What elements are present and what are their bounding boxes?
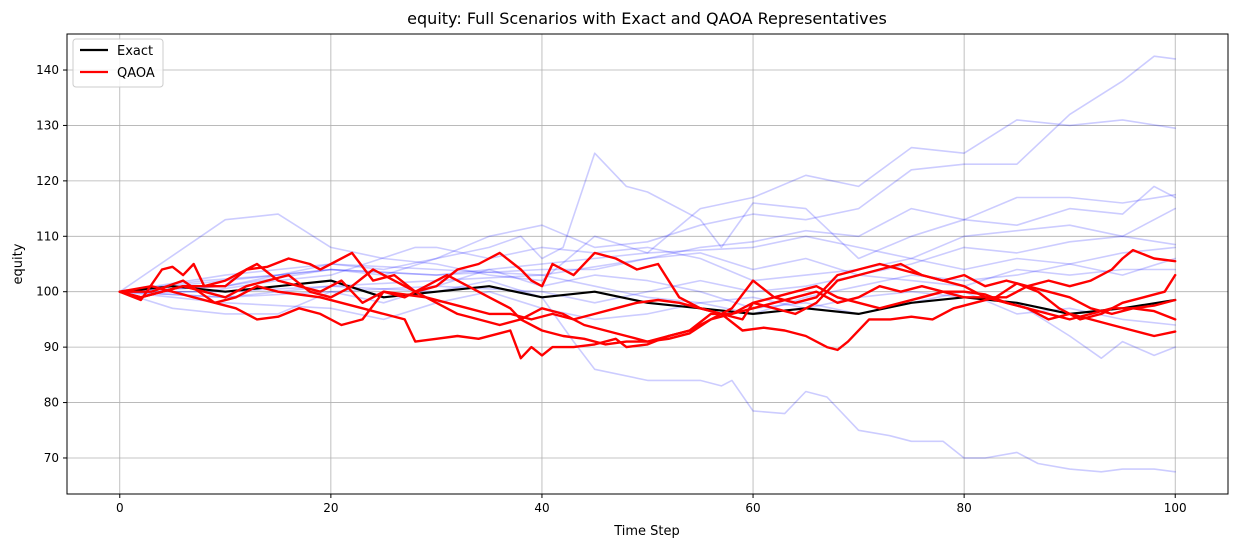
x-tick-label: 20	[323, 501, 338, 515]
legend: Exact QAOA	[72, 38, 164, 88]
grid-layer	[67, 34, 1228, 494]
y-tick-label: 110	[36, 229, 59, 243]
chart-title: equity: Full Scenarios with Exact and QA…	[407, 9, 887, 28]
background-scenario-line	[119, 290, 1176, 360]
background-scenario-line	[119, 207, 1176, 293]
legend-exact-label: Exact	[117, 44, 153, 59]
y-tick-label: 90	[44, 340, 59, 354]
background-scenario-line	[119, 152, 1176, 293]
background-scenario-line	[119, 119, 1176, 293]
x-tick-label: 100	[1164, 501, 1187, 515]
x-axis-label: Time Step	[613, 524, 680, 539]
background-scenario-line	[119, 55, 1176, 293]
legend-qaoa-label: QAOA	[117, 66, 155, 81]
qaoa-paths	[118, 248, 1177, 360]
qaoa-representative-line	[118, 262, 1177, 346]
y-tick-label: 140	[36, 63, 59, 77]
x-tick-label: 40	[534, 501, 549, 515]
background-scenario-line	[119, 268, 1176, 304]
qaoa-representative-line	[118, 268, 1177, 343]
background-scenario-line	[119, 268, 1176, 326]
y-tick-label: 130	[36, 118, 59, 132]
background-scenario-line	[119, 193, 1176, 293]
x-tick-label: 80	[956, 501, 971, 515]
y-tick-label: 70	[44, 451, 59, 465]
background-paths	[119, 55, 1176, 473]
x-tick-label: 60	[745, 501, 760, 515]
y-axis-ticks: 70 80 90 100 110 120 130 140	[36, 63, 67, 465]
qaoa-representative-line	[118, 273, 1177, 352]
background-scenario-line	[119, 279, 1176, 473]
y-tick-label: 80	[44, 396, 59, 410]
y-tick-label: 100	[36, 285, 59, 299]
x-tick-label: 0	[116, 501, 124, 515]
qaoa-representative-line	[118, 248, 1177, 321]
x-axis-ticks: 0 20 40 60 80 100	[116, 494, 1187, 515]
background-scenario-line	[119, 235, 1176, 293]
plot-frame	[66, 33, 1229, 495]
y-tick-label: 120	[36, 174, 59, 188]
y-axis-label: equity	[11, 243, 26, 284]
